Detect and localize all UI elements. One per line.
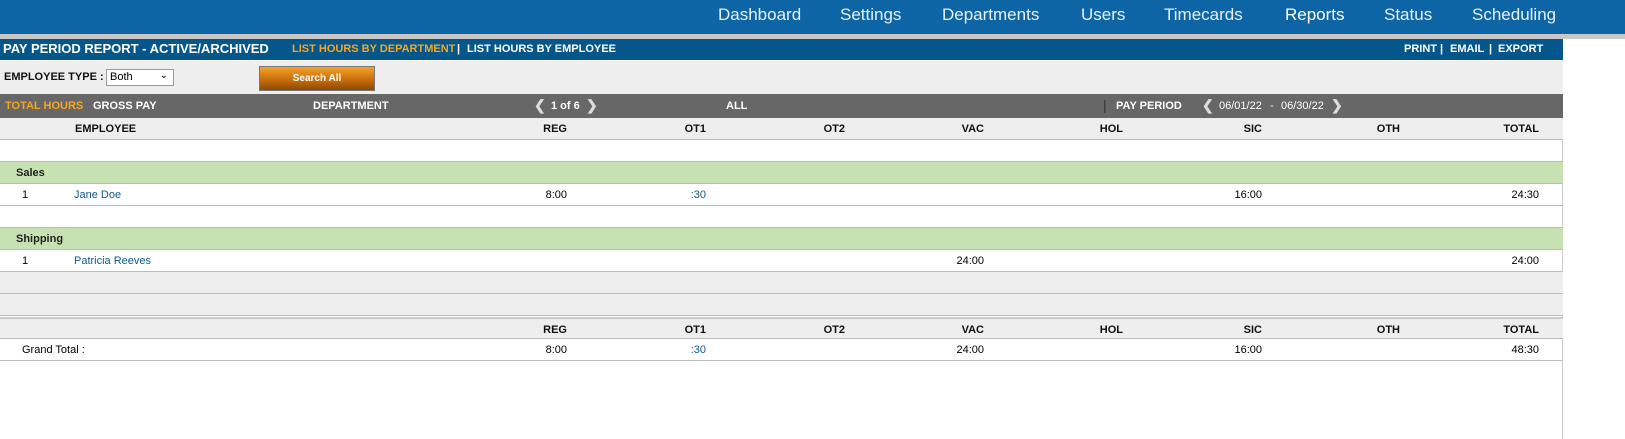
period-dash: - bbox=[1270, 100, 1274, 112]
chevron-down-icon: ⌄ bbox=[159, 70, 168, 81]
column-header-reg: REG bbox=[543, 324, 567, 336]
list-by-employee-link[interactable]: LIST HOURS BY EMPLOYEE bbox=[467, 43, 616, 55]
employee-type-select[interactable]: Both ⌄ bbox=[106, 69, 174, 86]
search-all-button[interactable]: Search All bbox=[259, 66, 375, 91]
column-header-ot1: OT1 bbox=[684, 324, 706, 336]
separator: | bbox=[1489, 43, 1493, 55]
grand-total-reg: 8:00 bbox=[545, 344, 567, 356]
grand-total-row: Grand Total : 8:00 :30 24:00 16:00 48:30 bbox=[0, 339, 1563, 361]
spacer-row bbox=[0, 272, 1563, 294]
hours-ot1: :30 bbox=[690, 189, 706, 201]
grand-total-sic: 16:00 bbox=[1234, 344, 1262, 356]
spacer-row bbox=[0, 294, 1563, 316]
separator: | bbox=[1440, 43, 1444, 55]
department-row: Shipping bbox=[0, 228, 1563, 250]
report-options-bar: TOTAL HOURS GROSS PAY DEPARTMENT ❮ 1 of … bbox=[0, 94, 1563, 118]
scrollbar[interactable] bbox=[1565, 39, 1625, 439]
total-hours-tab[interactable]: TOTAL HOURS bbox=[5, 100, 84, 112]
column-header-reg: REG bbox=[543, 123, 567, 135]
separator: | bbox=[457, 43, 461, 55]
grand-total-label: Grand Total : bbox=[22, 344, 85, 356]
column-header-sic: SIC bbox=[1243, 324, 1262, 336]
grand-total-ot1: :30 bbox=[690, 344, 706, 356]
nav-departments[interactable]: Departments bbox=[942, 5, 1040, 24]
table-row: 1 Jane Doe 8:00 :30 16:00 24:30 bbox=[0, 184, 1563, 206]
column-header-hol: HOL bbox=[1099, 123, 1123, 135]
employee-count: 1 bbox=[22, 189, 29, 201]
chevron-right-icon[interactable]: ❯ bbox=[1331, 97, 1343, 113]
divider: | bbox=[1103, 97, 1107, 113]
period-end: 06/30/22 bbox=[1281, 100, 1324, 112]
column-header-sic: SIC bbox=[1243, 123, 1262, 135]
employee-name-link[interactable]: Jane Doe bbox=[74, 189, 122, 201]
employee-count: 1 bbox=[22, 255, 29, 267]
title-bar: PAY PERIOD REPORT - ACTIVE/ARCHIVED LIST… bbox=[0, 39, 1563, 60]
column-header-total: TOTAL bbox=[1503, 123, 1539, 135]
page-title: PAY PERIOD REPORT - ACTIVE/ARCHIVED bbox=[3, 41, 269, 56]
hours-vac: 24:00 bbox=[956, 255, 984, 267]
email-link[interactable]: EMAIL bbox=[1450, 43, 1485, 55]
grand-total-vac: 24:00 bbox=[956, 344, 984, 356]
table-row: 1 Patricia Reeves 24:00 24:00 bbox=[0, 250, 1563, 272]
gross-pay-tab[interactable]: GROSS PAY bbox=[93, 100, 157, 112]
nav-scheduling[interactable]: Scheduling bbox=[1472, 5, 1557, 24]
column-header-ot2: OT2 bbox=[823, 123, 845, 135]
department-name: Shipping bbox=[16, 233, 64, 245]
top-nav: Dashboard Settings Departments Users Timecar… bbox=[0, 0, 1625, 34]
department-page: 1 of 6 bbox=[551, 100, 580, 112]
spacer-row bbox=[0, 140, 1563, 162]
grand-total-total: 48:30 bbox=[1511, 344, 1539, 356]
chevron-left-icon[interactable]: ❮ bbox=[1202, 97, 1214, 113]
column-header-employee: EMPLOYEE bbox=[75, 123, 137, 135]
column-header-vac: VAC bbox=[961, 123, 984, 135]
table-header: EMPLOYEE REG OT1 OT2 VAC HOL SIC OTH TOTAL bbox=[0, 118, 1563, 140]
nav-reports[interactable]: Reports bbox=[1285, 5, 1345, 24]
column-header-hol: HOL bbox=[1099, 324, 1123, 336]
department-name: Sales bbox=[16, 167, 45, 179]
chevron-right-icon[interactable]: ❯ bbox=[586, 97, 598, 113]
nav-timecards[interactable]: Timecards bbox=[1164, 5, 1243, 24]
filter-bar: EMPLOYEE TYPE : Both ⌄ Search All bbox=[0, 61, 1563, 94]
divider bbox=[0, 34, 1625, 39]
nav-dashboard[interactable]: Dashboard bbox=[718, 5, 802, 24]
employee-name-link[interactable]: Patricia Reeves bbox=[74, 255, 152, 267]
totals-header: REG OT1 OT2 VAC HOL SIC OTH TOTAL bbox=[0, 317, 1563, 339]
spacer-row bbox=[0, 206, 1563, 228]
nav-users[interactable]: Users bbox=[1081, 5, 1126, 24]
hours-sic: 16:00 bbox=[1234, 189, 1262, 201]
employee-type-label: EMPLOYEE TYPE : bbox=[4, 71, 104, 83]
list-by-department-link[interactable]: LIST HOURS BY DEPARTMENT bbox=[292, 43, 456, 55]
column-header-oth: OTH bbox=[1376, 123, 1400, 135]
nav-status[interactable]: Status bbox=[1384, 5, 1433, 24]
employee-type-value: Both bbox=[110, 71, 133, 83]
export-link[interactable]: EXPORT bbox=[1498, 43, 1544, 55]
pay-period-label: PAY PERIOD bbox=[1116, 100, 1182, 112]
hours-reg: 8:00 bbox=[545, 189, 567, 201]
column-header-oth: OTH bbox=[1376, 324, 1400, 336]
print-link[interactable]: PRINT bbox=[1404, 43, 1437, 55]
period-start: 06/01/22 bbox=[1219, 100, 1262, 112]
chevron-left-icon[interactable]: ❮ bbox=[534, 97, 546, 113]
department-row: Sales bbox=[0, 162, 1563, 184]
column-header-ot2: OT2 bbox=[823, 324, 845, 336]
column-header-total: TOTAL bbox=[1503, 324, 1539, 336]
nav-settings[interactable]: Settings bbox=[840, 5, 902, 24]
column-header-vac: VAC bbox=[961, 324, 984, 336]
column-header-ot1: OT1 bbox=[684, 123, 706, 135]
hours-total: 24:00 bbox=[1511, 255, 1539, 267]
department-value: ALL bbox=[726, 100, 748, 112]
hours-total: 24:30 bbox=[1511, 189, 1539, 201]
report-panel: PAY PERIOD REPORT - ACTIVE/ARCHIVED LIST… bbox=[0, 39, 1563, 439]
department-label: DEPARTMENT bbox=[313, 100, 389, 112]
